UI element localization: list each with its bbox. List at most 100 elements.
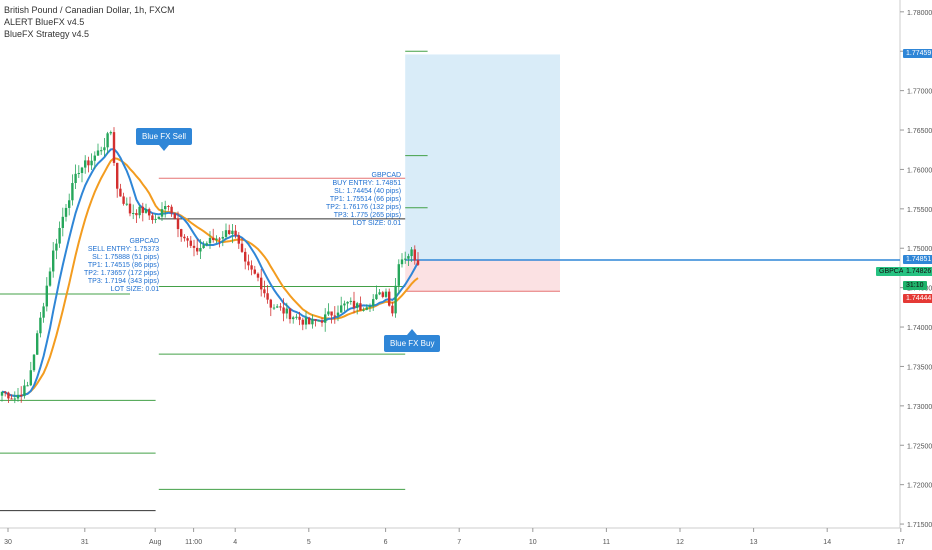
indicator-strategy-label: BlueFX Strategy v4.5 [4,29,90,39]
candle-up [343,303,346,306]
buy-tp3: TP3: 1.775 (265 pips) [333,212,402,219]
candle-up [157,216,160,219]
candle-up [340,305,343,313]
candle-up [365,307,368,310]
candle-down [240,243,244,252]
callout-pointer [407,329,418,335]
candle-up [276,306,279,308]
candle-up [103,147,106,151]
candle-up [397,264,400,286]
candle-down [333,315,336,317]
candle-down [112,132,116,163]
candle-up [372,299,375,306]
entry-price-tag: 1.74851 [903,255,932,264]
candle-down [122,196,125,204]
candle-up [154,218,157,221]
candle-up [362,309,365,311]
candle-up [64,207,68,217]
y-tick-label: 1.75000 [907,246,932,253]
x-tick-label: 12 [676,539,684,546]
candle-down [148,209,151,216]
candle-down [308,317,311,325]
candle-down [330,311,333,316]
candle-down [180,229,183,237]
candle-down [269,299,272,308]
candle-down [135,213,138,216]
candle-up [93,155,96,161]
candle-up [100,150,103,152]
candle-down [87,160,90,166]
candle-up [52,250,55,272]
candle-up [407,256,410,259]
buy-sl: SL: 1.74454 (40 pips) [334,188,402,195]
candle-down [279,306,282,308]
candle-up [224,230,228,237]
x-tick-label: 7 [457,539,461,546]
candle-down [359,303,362,311]
candle-up [368,305,372,308]
candle-down [10,398,13,400]
candle-up [125,203,128,205]
candle-up [74,173,77,184]
candle-down [388,291,391,306]
buy-symbol: GBPCAD [371,172,402,179]
candle-down [260,277,263,290]
sell-tp1: TP1: 1.74515 (86 pips) [87,262,160,269]
candle-up [221,236,224,239]
candle-down [391,305,394,314]
x-tick-label: 4 [233,539,237,546]
buy-lot-size: LOT SIZE: 0.01 [352,220,402,227]
candle-down [141,206,144,213]
x-tick-label: 17 [897,539,905,546]
candle-up [55,243,58,251]
candle-down [128,203,132,214]
chart-legend: British Pound / Canadian Dollar, 1h, FXC… [4,4,175,40]
candle-down [301,319,304,325]
candle-up [317,320,320,322]
candle-up [394,285,397,314]
sell-signal-label: GBPCAD SELL ENTRY: 1.75373 SL: 1.75888 (… [84,238,159,294]
sell-signal-callout[interactable]: Blue FX Sell [136,128,193,151]
candle-up [164,206,167,210]
candle-down [237,235,240,244]
candle-up [292,317,295,320]
x-tick-label: Aug [149,539,162,546]
candle-up [36,333,39,355]
buy-tp1: TP1: 1.75514 (66 pips) [329,196,402,203]
candle-up [68,200,71,208]
candle-up [295,316,298,318]
candle-down [253,269,256,274]
candle-up [32,354,36,371]
candle-up [23,385,26,397]
candle-down [7,392,10,399]
y-tick-label: 1.72500 [907,443,932,450]
buy-tp2: TP2: 1.76176 (132 pips) [326,204,402,211]
tp-price-tag: 1.77459 [903,49,932,58]
y-tick-label: 1.76000 [907,167,932,174]
candle-down [244,251,247,262]
candle-up [378,292,381,295]
sell-callout-text: Blue FX Sell [142,132,187,141]
candle-up [13,398,16,400]
candle-up [410,249,413,257]
sell-sl: SL: 1.75888 (51 pips) [92,254,160,261]
candle-up [231,230,234,234]
buy-entry: BUY ENTRY: 1.74851 [332,180,402,187]
candle-up [324,314,327,323]
candle-up [285,308,288,314]
candle-down [413,249,416,261]
candle-down [186,238,189,241]
buy-signal-label: GBPCAD BUY ENTRY: 1.74851 SL: 1.74454 (4… [326,172,401,228]
candle-down [352,300,356,308]
candle-down [119,188,122,197]
buy-signal-callout[interactable]: Blue FX Buy [384,329,441,352]
y-tick-label: 1.71500 [907,522,932,529]
candle-up [208,237,212,244]
bar-countdown-tag: 31:10 [903,281,927,290]
candle-up [311,319,314,325]
candle-down [218,238,221,240]
candle-up [26,385,29,387]
candle-up [77,173,80,175]
